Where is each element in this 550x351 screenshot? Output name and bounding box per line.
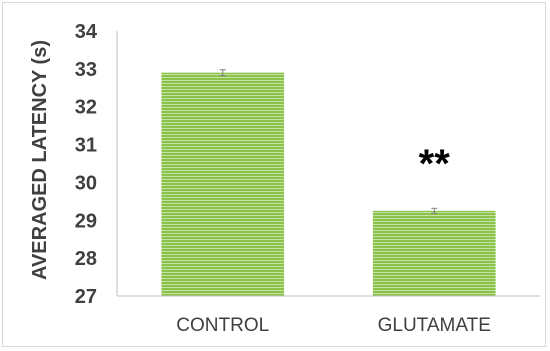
significance-annotation: **	[419, 142, 451, 186]
y-tick-label: 32	[75, 97, 97, 119]
y-axis-title: AVERAGED LATENCY (s)	[29, 40, 51, 280]
y-tick-label: 33	[75, 59, 97, 81]
y-tick-label: 34	[75, 21, 98, 43]
y-tick-label: 27	[75, 286, 97, 308]
error-bar-glutamate	[431, 207, 438, 214]
bar-glutamate	[372, 210, 496, 296]
y-tick-label: 31	[75, 135, 97, 157]
bar-control	[161, 72, 285, 297]
x-category-label: GLUTAMATE	[378, 315, 491, 336]
x-category-label: CONTROL	[176, 315, 269, 336]
annotations: **	[419, 142, 451, 186]
y-tick-label: 28	[75, 248, 97, 270]
y-tick-label: 30	[75, 172, 97, 194]
y-tick-label: 29	[75, 210, 97, 232]
error-bar-control	[219, 69, 226, 77]
y-axis-ticks: 27 28 29 30 31 32 33 34	[75, 21, 98, 308]
x-axis-categories: CONTROL GLUTAMATE	[176, 315, 491, 336]
bars	[161, 69, 496, 297]
